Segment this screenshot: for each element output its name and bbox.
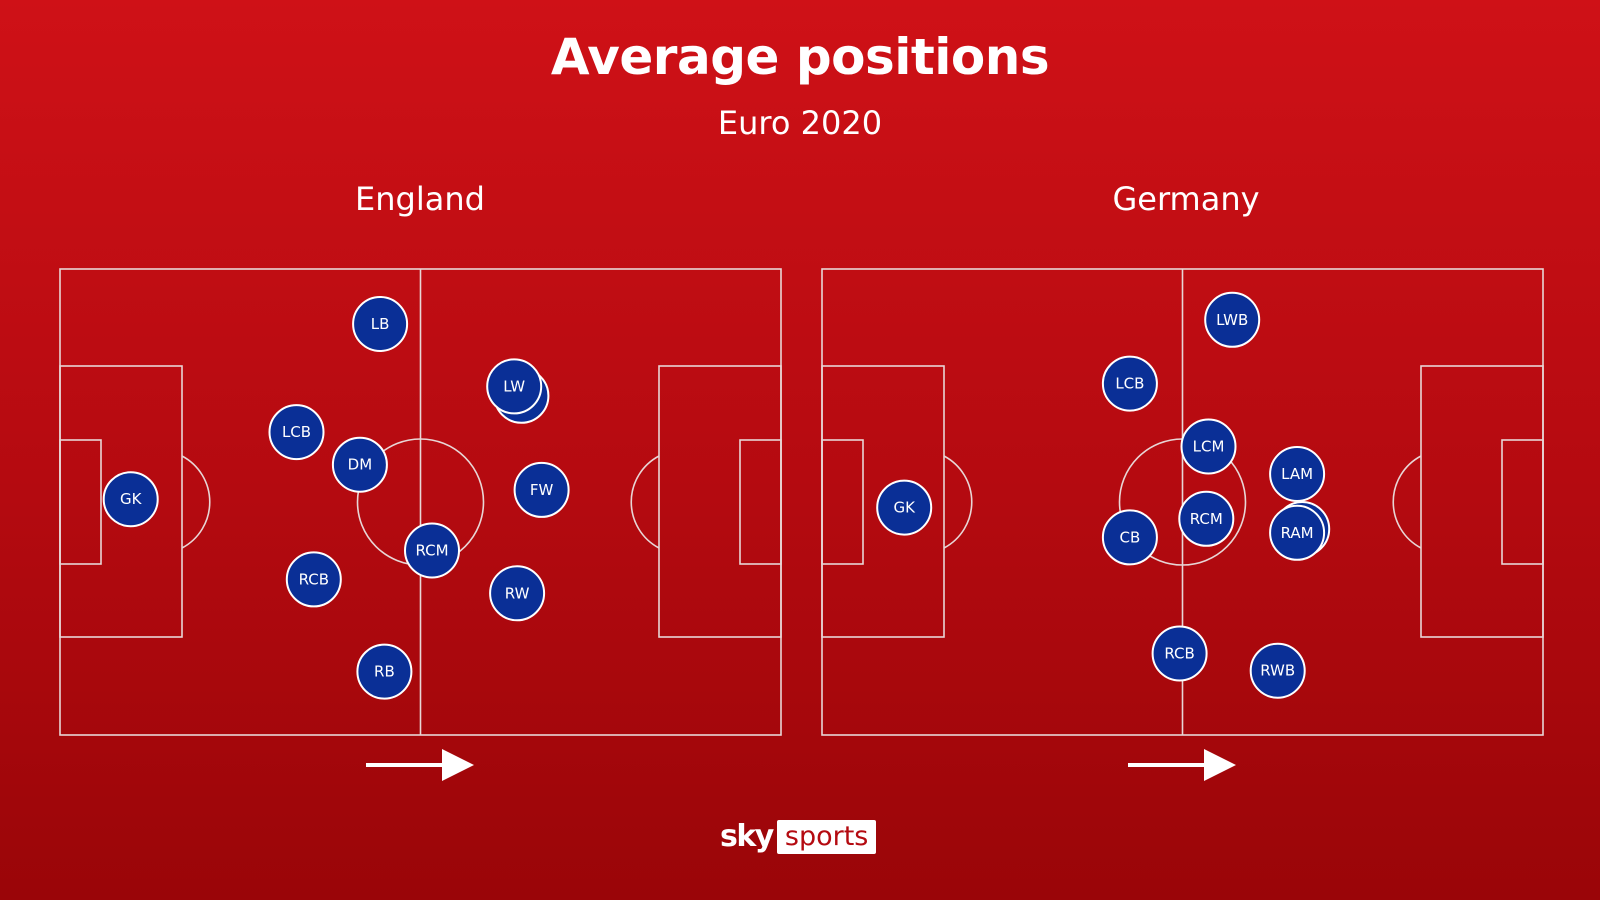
player-label: LW [503, 377, 525, 395]
player-circle [331, 436, 388, 493]
player-circle [268, 404, 325, 461]
player-circle [285, 551, 342, 608]
player-marker-fw: FW [513, 461, 570, 518]
player-circle [404, 522, 460, 579]
player-marker-rb: RB [356, 643, 413, 700]
left-penalty-arc [943, 455, 973, 549]
player-marker-rcb: RCB [285, 551, 342, 608]
left-six-yard-box [821, 439, 864, 565]
right-six-yard-box [739, 439, 782, 565]
player-marker-lcm: LCM [1180, 418, 1237, 475]
player-marker-lcb: LCB [1101, 355, 1158, 412]
player-marker-cb: CB [1101, 509, 1158, 566]
player-circle [876, 479, 933, 536]
player-marker-gk: GK [876, 479, 933, 536]
player-circle [1180, 418, 1237, 475]
player-marker-lam: LAM [1269, 446, 1326, 502]
logo-sports-text: sports [776, 820, 877, 854]
players-germany: GK LWB LCB LCM CB RCM LAM RAM RCB RWB [876, 291, 1331, 699]
chart-subtitle: Euro 2020 [717, 104, 883, 142]
player-marker-lw: LW [486, 358, 543, 415]
player-label: FW [530, 481, 554, 499]
player-marker-rwb: RWB [1249, 642, 1306, 699]
player-circle [489, 565, 546, 622]
player-label: LB [371, 315, 390, 333]
player-label: RWB [1260, 662, 1295, 680]
player-circle [1178, 490, 1235, 547]
right-penalty-arc [630, 455, 660, 549]
pitch-england [59, 268, 782, 736]
sky-sports-logo: sky sports [720, 819, 877, 855]
player-label: LCB [282, 423, 311, 441]
player-marker-gk: GK [102, 471, 159, 528]
right-penalty-area [658, 365, 782, 638]
player-marker-dm: DM [331, 436, 388, 493]
chart-title: Average positions [550, 28, 1050, 86]
player-label: LCB [1115, 375, 1144, 393]
team-name-england: England [355, 180, 485, 218]
logo-sky-text: sky [720, 819, 774, 854]
player-marker-rcm: RCM [404, 522, 460, 579]
player-label: GK [893, 499, 916, 517]
player-label: GK [120, 490, 143, 508]
player-marker-lb: LB [352, 296, 409, 352]
right-penalty-area [1420, 365, 1544, 638]
player-circle [352, 296, 409, 352]
player-marker-rcb: RCB [1151, 625, 1208, 682]
player-label: LCM [1193, 438, 1225, 456]
player-marker-ram: RAM [1269, 504, 1326, 561]
player-circle [513, 461, 570, 518]
player-circle [1269, 446, 1326, 502]
player-circle [1101, 509, 1158, 566]
player-label: RCB [1164, 645, 1194, 663]
player-circle [1151, 625, 1208, 682]
player-label: RCB [299, 570, 329, 588]
player-label: LAM [1281, 465, 1313, 483]
left-penalty-arc [181, 455, 211, 549]
player-marker-lwb: LWB [1204, 291, 1261, 348]
player-circle [486, 358, 543, 415]
player-marker-lcb: LCB [268, 404, 325, 461]
right-penalty-arc [1392, 455, 1422, 549]
player-circle [1101, 355, 1158, 412]
player-marker-rw: RW [489, 565, 546, 622]
player-circle [356, 643, 413, 700]
player-label: LWB [1216, 311, 1248, 329]
player-label: RAM [1281, 524, 1314, 542]
player-label: RW [505, 584, 530, 602]
player-marker-rcm: RCM [1178, 490, 1235, 547]
player-label: RCM [1190, 510, 1223, 528]
player-circle [1269, 504, 1326, 561]
players-england: GK LB LCB DM RCB RCM RB LW FW RW [102, 296, 570, 700]
player-label: RB [374, 663, 395, 681]
player-circle [102, 471, 159, 528]
right-six-yard-box [1501, 439, 1544, 565]
player-circle [1249, 642, 1306, 699]
player-label: CB [1120, 528, 1141, 546]
left-six-yard-box [59, 439, 102, 565]
team-name-germany: Germany [1112, 180, 1260, 218]
player-circle [1204, 291, 1261, 348]
player-label: RCM [415, 542, 448, 560]
player-label: DM [348, 456, 373, 474]
